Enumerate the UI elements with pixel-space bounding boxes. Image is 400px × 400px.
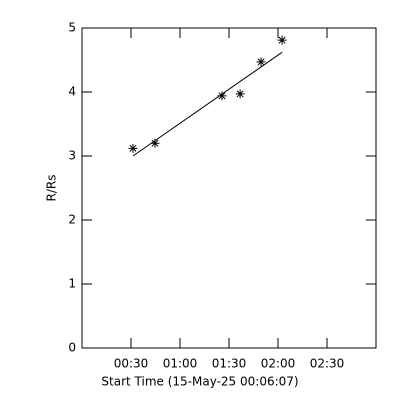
- data-point: [128, 143, 138, 153]
- x-tick-label: 02:00: [261, 357, 296, 371]
- x-tick-label: 01:30: [212, 357, 247, 371]
- y-axis-label: R/Rs: [45, 175, 59, 202]
- x-tick-label: 02:30: [310, 357, 345, 371]
- y-tick-label: 2: [68, 213, 76, 227]
- fit-line: [132, 51, 283, 157]
- x-axis-label: Start Time (15-May-25 00:06:07): [101, 375, 298, 389]
- data-point: [235, 89, 245, 99]
- x-tick-label: 00:30: [114, 357, 149, 371]
- y-tick-label: 0: [68, 341, 76, 355]
- data-point: [277, 35, 287, 45]
- y-tick-label: 4: [68, 85, 76, 99]
- y-tick-label: 1: [68, 277, 76, 291]
- data-point: [256, 57, 266, 67]
- data-point: [217, 91, 227, 101]
- data-point: [150, 138, 160, 148]
- y-tick-label: 3: [68, 149, 76, 163]
- x-tick-label: 01:00: [163, 357, 198, 371]
- y-tick-label: 5: [68, 21, 76, 35]
- plot-frame: [81, 27, 377, 349]
